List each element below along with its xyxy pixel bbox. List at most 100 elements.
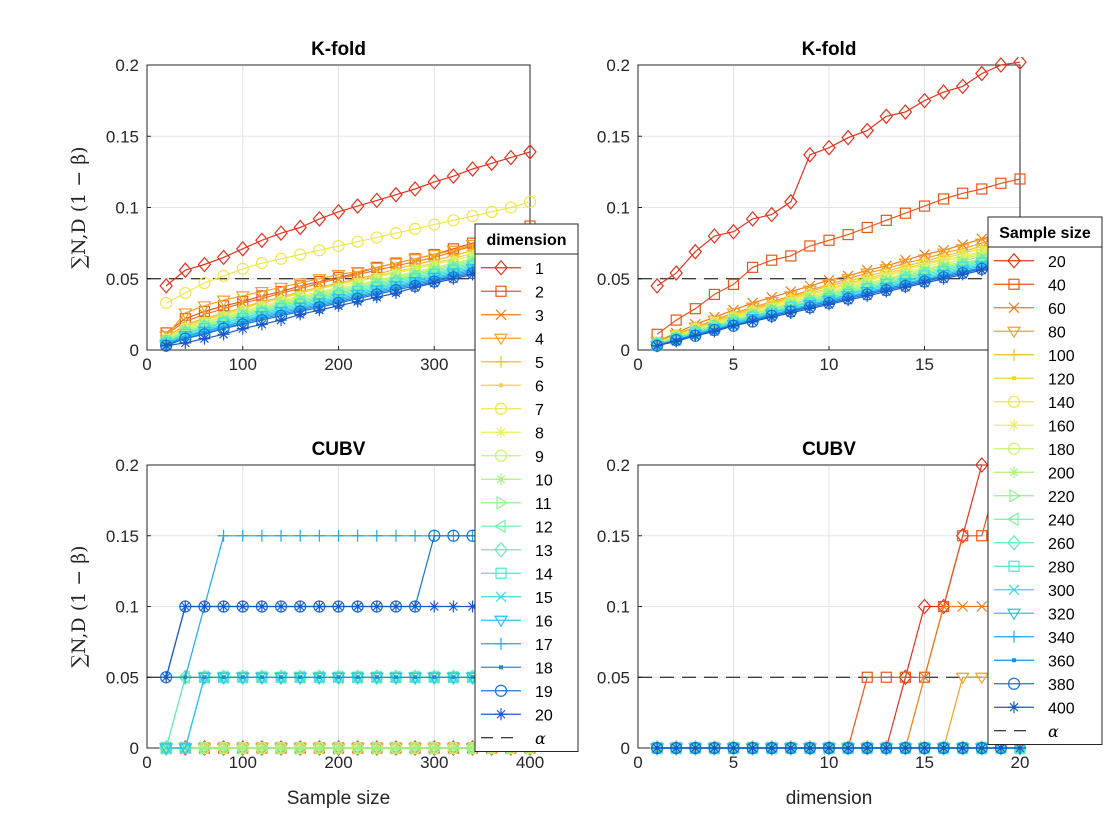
- data-point: [370, 231, 383, 244]
- data-point: [765, 311, 778, 324]
- data-point: [841, 129, 855, 146]
- chart-panel: 0 5 10 15 20 0 0.05 0.1 0.15 0.2 CUBV dimension: [597, 439, 1030, 809]
- data-point: [236, 306, 249, 319]
- data-point: [918, 200, 931, 212]
- data-point: [389, 227, 403, 240]
- data-point: [917, 92, 932, 109]
- legend-marker: [499, 665, 503, 670]
- data-point: [860, 268, 875, 281]
- legend-label: 4: [535, 331, 544, 348]
- y-tick-label: 0: [130, 739, 139, 758]
- legend-marker: [1008, 419, 1020, 432]
- legend-label: 100: [1048, 348, 1075, 365]
- y-axis-label: ∑N,D (1 − β): [68, 146, 90, 268]
- data-point: [861, 289, 874, 302]
- data-point: [467, 740, 480, 756]
- data-point: [408, 672, 423, 685]
- data-point: [370, 600, 383, 613]
- data-point: [409, 600, 422, 613]
- data-point: [332, 239, 345, 253]
- data-point: [937, 742, 950, 754]
- data-point: [651, 742, 664, 754]
- series-line: [656, 61, 1021, 287]
- data-point: [975, 264, 988, 277]
- series-line: [165, 201, 531, 304]
- data-point: [369, 672, 384, 685]
- data-point: [217, 312, 230, 325]
- legend-dimension: dimension1234567891011121314151617181920…: [474, 223, 579, 752]
- x-tick-label: 15: [915, 355, 934, 374]
- y-tick-label: 0.05: [106, 668, 139, 687]
- data-point: [160, 339, 173, 352]
- data-point: [785, 250, 797, 262]
- data-point: [447, 258, 460, 271]
- data-point: [293, 278, 308, 291]
- legend-label: 140: [1048, 395, 1075, 412]
- legend-label: 120: [1048, 371, 1075, 388]
- data-point: [957, 601, 969, 612]
- data-point: [842, 282, 855, 295]
- data-point: [994, 57, 1008, 73]
- data-point: [689, 303, 701, 315]
- legend-label: 200: [1048, 465, 1075, 482]
- data-point: [331, 672, 346, 685]
- data-point: [332, 299, 345, 312]
- legend-alpha-label: α: [1048, 722, 1059, 741]
- data-point: [918, 264, 931, 277]
- y-tick-label: 0.2: [115, 56, 139, 75]
- data-point: [955, 672, 970, 685]
- data-point: [178, 669, 193, 686]
- chart-panel: 0 5 10 15 0 0.05 0.1 0.15 0.2 K-fold: [597, 39, 1028, 374]
- data-point: [766, 254, 778, 266]
- data-point: [370, 291, 383, 304]
- legend-label: 14: [535, 566, 553, 583]
- data-point: [861, 278, 874, 291]
- data-point: [880, 742, 893, 754]
- legend-marker: [1007, 677, 1021, 690]
- legend-marker: [499, 383, 503, 388]
- data-point: [974, 238, 989, 251]
- x-tick-label: 200: [324, 753, 352, 772]
- data-point: [523, 195, 537, 208]
- data-point: [236, 262, 249, 275]
- data-point: [898, 104, 913, 120]
- series-400: [651, 742, 1026, 754]
- data-point: [804, 240, 816, 252]
- data-point: [823, 742, 835, 754]
- x-tick-label: 300: [420, 753, 448, 772]
- data-point: [803, 292, 816, 305]
- data-point: [918, 742, 931, 754]
- legend-label: 160: [1048, 418, 1075, 435]
- legend-title: Sample size: [999, 225, 1091, 242]
- data-point: [178, 262, 193, 279]
- data-point: [216, 672, 231, 685]
- legend-marker: [1007, 252, 1021, 269]
- x-tick-label: 0: [633, 753, 642, 772]
- data-point: [370, 275, 383, 288]
- legend-marker: [495, 708, 507, 721]
- legend-label: 1: [535, 261, 544, 278]
- data-point: [976, 601, 988, 612]
- data-point: [350, 198, 365, 214]
- series-line: [165, 228, 531, 335]
- legend-label: 11: [535, 496, 552, 513]
- data-point: [1014, 173, 1026, 185]
- data-point: [313, 288, 326, 301]
- data-point: [823, 234, 835, 246]
- x-tick-label: 10: [820, 355, 839, 374]
- legend-label: 7: [535, 402, 544, 419]
- data-point: [331, 203, 346, 220]
- legend-label: 340: [1048, 630, 1075, 647]
- data-point: [178, 743, 193, 756]
- series-40: [651, 173, 1026, 340]
- data-point: [746, 261, 759, 273]
- data-point: [784, 742, 797, 754]
- data-point: [974, 672, 989, 685]
- legend-marker: [1008, 302, 1020, 314]
- data-point: [448, 740, 461, 756]
- legend-marker: [494, 259, 508, 276]
- data-point: [393, 675, 398, 680]
- data-point: [523, 144, 537, 160]
- legend-marker: [1008, 278, 1020, 290]
- data-point: [708, 742, 721, 754]
